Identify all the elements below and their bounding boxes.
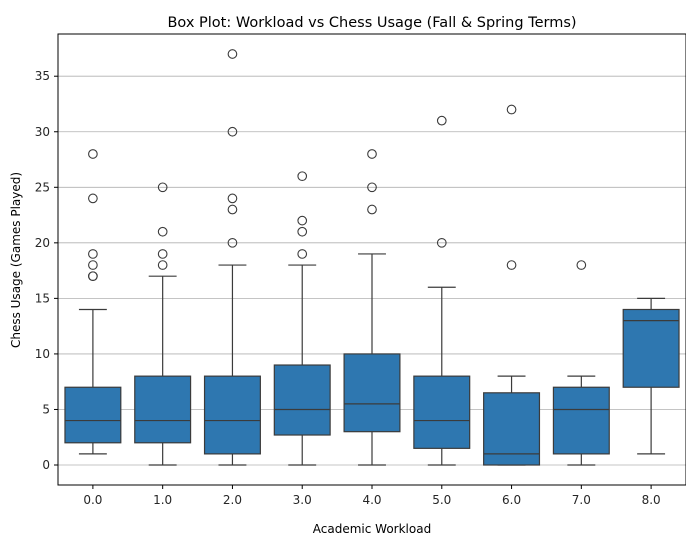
outlier-2.0-1 [227,204,238,215]
outlier-0.0-5 [88,149,98,159]
outlier-5.0-1 [436,115,447,126]
outlier-1.0-1 [157,249,168,259]
box-0.0 [64,386,122,444]
x-tick-label-2.0: 2.0 [223,493,242,507]
y-tick-label-15: 15 [35,291,50,305]
outlier-5.0-0 [436,237,447,248]
x-tick-label-6.0: 6.0 [502,493,521,507]
outlier-3.0-0 [297,249,308,259]
y-tick-label-25: 25 [35,180,50,194]
outlier-3.0-3 [297,171,308,182]
y-tick-label-30: 30 [35,125,50,139]
x-axis-label: Academic Workload [313,522,431,536]
outlier-4.0-1 [367,182,377,193]
box-group [64,49,680,466]
outlier-0.0-3 [88,249,98,259]
x-tick-label-0.0: 0.0 [83,493,102,507]
box-1.0 [134,375,192,444]
x-tick-label-1.0: 1.0 [153,493,172,507]
x-tick-label-5.0: 5.0 [432,493,451,507]
box-4.0 [343,353,401,433]
outlier-0.0-1 [88,271,98,282]
y-axis-label: Chess Usage (Games Played) [9,172,23,348]
outlier-2.0-4 [227,49,238,59]
x-axis-ticks: 0.0 1.0 2.0 3.0 4.0 5.0 6.0 7.0 8.0 [83,485,661,507]
y-tick-label-20: 20 [35,236,50,250]
y-tick-label-5: 5 [42,402,50,416]
outlier-4.0-0 [367,204,377,215]
outlier-7.0-0 [576,260,587,270]
x-tick-label-4.0: 4.0 [362,493,381,507]
outlier-1.0-2 [157,226,168,237]
outlier-1.0-0 [157,260,168,270]
outlier-3.0-2 [297,215,308,226]
outlier-3.0-1 [297,226,308,237]
outlier-2.0-2 [227,193,238,204]
box-5.0 [413,375,471,449]
outlier-2.0-0 [227,237,238,248]
y-tick-label-35: 35 [35,69,50,83]
x-tick-label-8.0: 8.0 [642,493,661,507]
outlier-1.0-3 [157,182,168,193]
outlier-6.0-1 [506,104,517,115]
outlier-0.0-2 [88,260,98,270]
y-tick-label-10: 10 [35,347,50,361]
box-7.0 [552,386,610,455]
outlier-4.0-2 [367,149,377,159]
box-6.0 [483,392,541,466]
box-8.0 [622,308,680,388]
box-2.0 [203,375,261,455]
y-axis-ticks: 0 5 10 15 20 25 30 35 [35,69,58,472]
chart-title: Box Plot: Workload vs Chess Usage (Fall … [167,15,576,31]
outlier-0.0-4 [88,193,98,204]
outlier-6.0-0 [506,260,517,270]
y-tick-label-0: 0 [42,458,50,472]
box-3.0 [273,364,331,436]
outlier-2.0-3 [227,126,238,137]
x-tick-label-3.0: 3.0 [293,493,312,507]
x-tick-label-7.0: 7.0 [572,493,591,507]
